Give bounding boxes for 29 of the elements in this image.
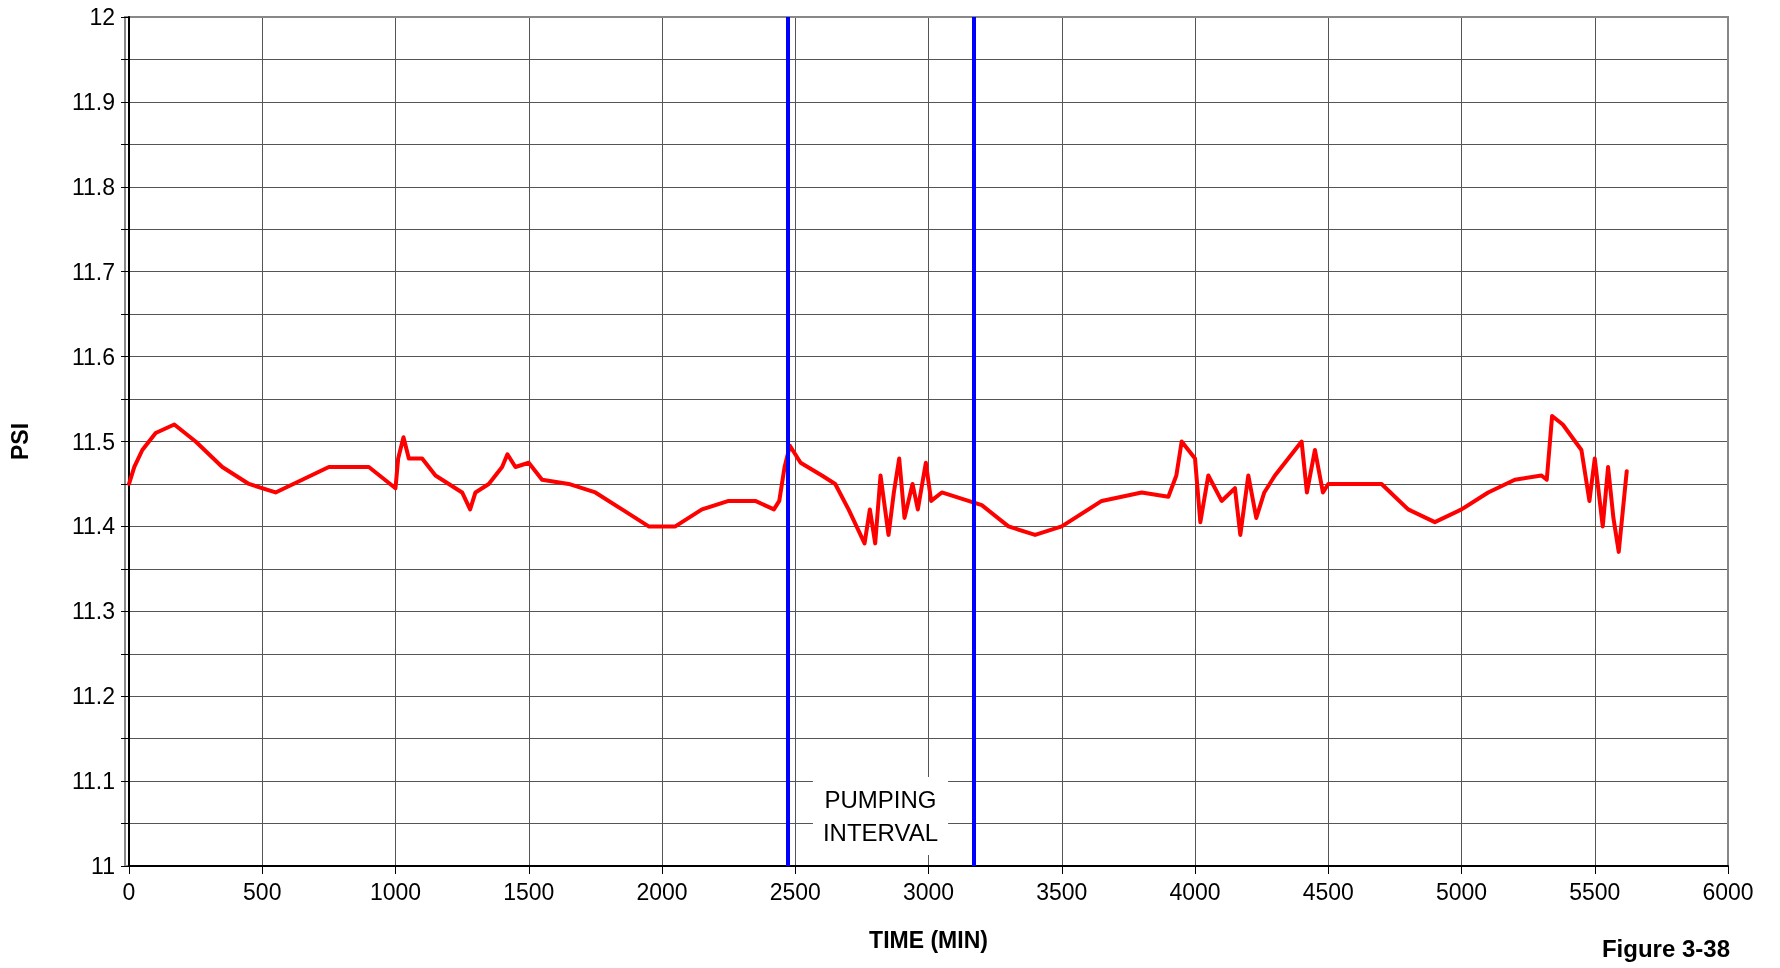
y-tick-label: 11.2 — [71, 683, 115, 710]
x-tick-label: 5500 — [1569, 878, 1621, 905]
x-tick-label: 4000 — [1169, 878, 1221, 905]
x-tick-label: 2000 — [636, 878, 688, 905]
y-axis-title: PSI — [6, 422, 33, 461]
y-tick-label: 11.1 — [71, 768, 115, 795]
y-tick-label: 11.8 — [71, 173, 115, 200]
y-tick-label: 11.7 — [71, 258, 115, 285]
y-tick-label: 11.3 — [71, 598, 115, 625]
caption: Figure 3-38 — [1601, 934, 1730, 962]
y-tick-label: 11.5 — [71, 428, 115, 455]
x-tick-label: 2500 — [769, 878, 821, 905]
line-series — [127, 414, 1629, 554]
x-axis-title: TIME (MIN) — [869, 926, 988, 953]
y-tick-label: 11 — [91, 853, 115, 879]
x-tick-label: 5000 — [1435, 878, 1488, 905]
x-tick-label: 3000 — [902, 878, 955, 905]
x-tick-label: 0 — [122, 878, 136, 905]
x-tick-label: 500 — [243, 878, 282, 905]
x-tick-label: 4500 — [1302, 878, 1354, 905]
x-tick-label: 1000 — [369, 878, 422, 905]
y-tick-label: 12 — [89, 4, 115, 30]
y-tick-label: 11.4 — [71, 513, 116, 540]
y-tick-label: 11.6 — [71, 343, 115, 370]
x-tick-label: 1500 — [503, 878, 555, 905]
x-tick-label: 6000 — [1702, 878, 1754, 905]
annotation: PUMPING INTERVAL — [822, 786, 939, 846]
y-tick-label: 11.9 — [71, 88, 115, 115]
x-tick-label: 3500 — [1036, 878, 1088, 905]
